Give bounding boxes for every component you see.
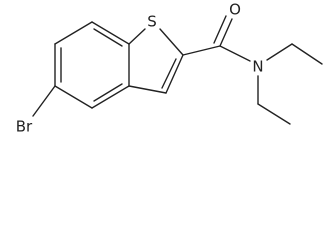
- double-bond: [93, 83, 123, 102]
- bond: [159, 28, 184, 56]
- bond: [257, 103, 291, 125]
- bond: [291, 43, 323, 65]
- bond: [219, 18, 233, 47]
- bond: [32, 85, 56, 117]
- bond: [165, 54, 184, 94]
- bond: [128, 28, 146, 45]
- bond: [219, 45, 251, 62]
- bond: [91, 21, 130, 45]
- bonds: [32, 15, 323, 125]
- double-bond: [161, 58, 177, 89]
- double-bond: [93, 28, 123, 47]
- bond: [54, 21, 93, 45]
- atom-label: N: [252, 58, 263, 76]
- atom-label: O: [229, 1, 241, 19]
- bond: [266, 43, 293, 61]
- atom-label: S: [147, 13, 157, 31]
- bond: [91, 85, 130, 109]
- double-bond: [213, 15, 227, 44]
- atom-label: Br: [16, 118, 33, 136]
- bond: [128, 85, 167, 94]
- bond: [182, 45, 221, 56]
- bond: [54, 85, 93, 109]
- molecule-diagram: S O N Br: [16, 1, 323, 136]
